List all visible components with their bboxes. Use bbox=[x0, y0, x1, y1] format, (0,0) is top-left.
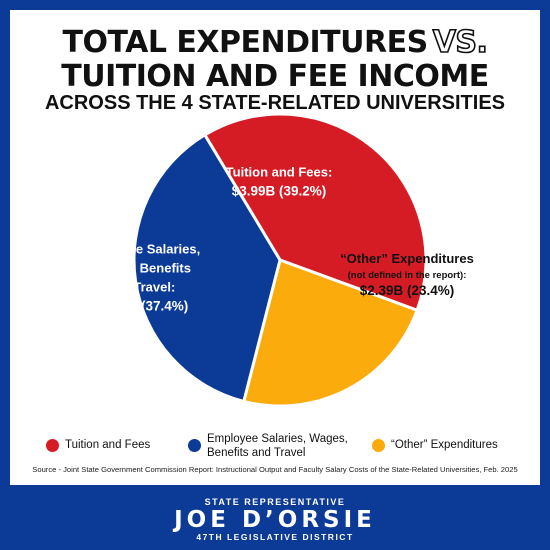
legend-label-salaries-line2: Benefits and Travel bbox=[207, 447, 306, 459]
title-vs: VS. bbox=[432, 25, 489, 60]
title-main: TOTAL EXPENDITURES bbox=[62, 25, 429, 60]
slice-label-salaries-line1: Employee Salaries, bbox=[82, 242, 201, 257]
legend-dot-tuition bbox=[46, 439, 59, 452]
pie-slice-tuition bbox=[203, 112, 428, 312]
source-note: Source - Joint State Government Commissi… bbox=[32, 465, 518, 474]
slice-label-tuition-line2: $3.99B (39.2%) bbox=[232, 184, 327, 199]
legend-dot-salaries bbox=[188, 439, 201, 452]
legend-dot-other bbox=[372, 439, 385, 452]
slice-label-salaries-line4: $3.81B (37.4%) bbox=[94, 299, 189, 314]
legend-label-tuition: Tuition and Fees bbox=[65, 439, 151, 451]
footer-title: STATE REPRESENTATIVE bbox=[204, 497, 346, 507]
slice-label-other-line1: “Other” Expenditures bbox=[340, 251, 474, 266]
infographic-card: TOTAL EXPENDITURES VS. TUITION AND FEE IN… bbox=[10, 10, 540, 485]
subtitle: ACROSS THE 4 STATE-RELATED UNIVERSITIES bbox=[44, 92, 506, 114]
footer-name: JOE D’ORSIE bbox=[174, 507, 376, 533]
slice-label-salaries-line3: and Travel: bbox=[107, 280, 176, 295]
title-line-2: TUITION AND FEE INCOME bbox=[61, 59, 489, 94]
slice-label-tuition-line1: Tuition and Fees: bbox=[226, 165, 333, 180]
title-line-1: TOTAL EXPENDITURES VS. bbox=[10, 25, 540, 60]
legend-label-other: “Other” Expenditures bbox=[391, 439, 498, 451]
legend-label-salaries: Employee Salaries, Wages, Benefits and T… bbox=[207, 432, 348, 460]
footer-district: 47TH LEGISLATIVE DISTRICT bbox=[196, 532, 354, 542]
legend-label-salaries-line1: Employee Salaries, Wages, bbox=[207, 433, 348, 445]
pie-slice-other bbox=[242, 258, 419, 408]
pie-chart: Tuition and Fees: $3.99B (39.2%) “Other” E… bbox=[82, 112, 474, 408]
slice-label-salaries-line2: Wages, Benefits bbox=[91, 261, 191, 276]
slice-label-other-line2: (not defined in the report): bbox=[348, 270, 467, 281]
slice-label-other-line3: $2.39B (23.4%) bbox=[360, 283, 455, 298]
pie-slice-salaries bbox=[132, 133, 282, 403]
